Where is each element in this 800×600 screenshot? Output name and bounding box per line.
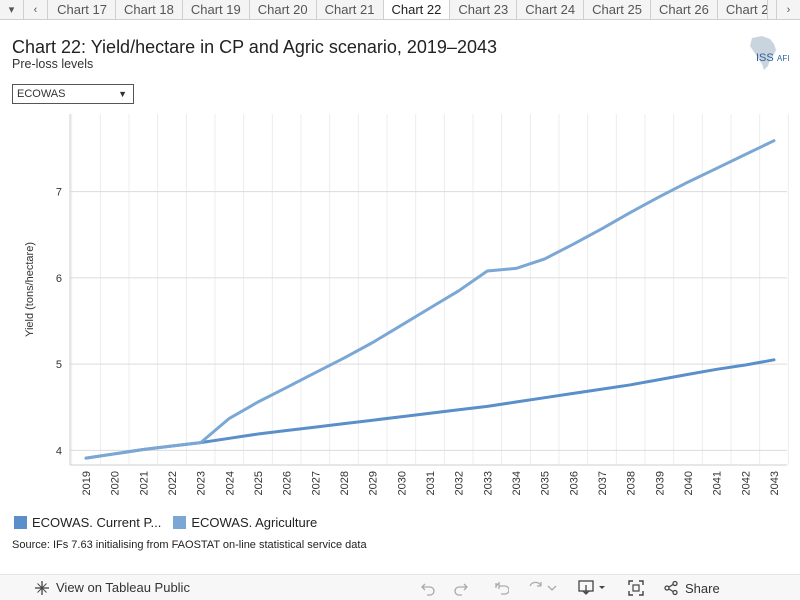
x-tick-label: 2038	[626, 471, 638, 495]
dropdown-caret-icon: ▼	[118, 89, 127, 99]
tab-menu-button[interactable]: ▾	[0, 0, 24, 19]
tab-chart-24[interactable]: Chart 24	[517, 0, 585, 19]
fullscreen-icon	[628, 580, 644, 596]
x-tick-label: 2025	[253, 471, 265, 495]
share-icon	[664, 580, 678, 596]
redo-button[interactable]	[441, 575, 481, 600]
tab-chart-23[interactable]: Chart 23	[450, 0, 518, 19]
region-filter-dropdown[interactable]: ECOWAS ▼	[12, 84, 134, 104]
tab-chart-20[interactable]: Chart 20	[250, 0, 317, 19]
series-line-agriculture	[84, 139, 776, 460]
x-tick-label: 2027	[310, 471, 322, 495]
tab-chart-21[interactable]: Chart 21	[317, 0, 384, 19]
africa-map-icon: ISS AFI	[750, 36, 789, 70]
x-tick-label: 2028	[339, 471, 351, 495]
source-note: Source: IFs 7.63 initialising from FAOST…	[12, 539, 367, 551]
y-tick-label: 4	[56, 445, 62, 457]
view-on-tableau-public-label: View on Tableau Public	[56, 580, 190, 595]
logo-text-2: AFI	[777, 54, 789, 63]
toolbar-actions: Share	[415, 575, 720, 600]
region-filter-value: ECOWAS	[17, 88, 66, 100]
tab-chart-22[interactable]: Chart 22	[383, 0, 451, 19]
chevron-left-icon: ‹	[33, 3, 38, 16]
fullscreen-button[interactable]	[621, 575, 651, 600]
tab-chart-18[interactable]: Chart 18	[116, 0, 183, 19]
y-axis-title: Yield (tons/hectare)	[24, 242, 36, 337]
chart-subtitle: Pre-loss levels	[12, 57, 94, 71]
tab-chart-19[interactable]: Chart 19	[183, 0, 250, 19]
tab-chart-26[interactable]: Chart 26	[651, 0, 718, 19]
x-tick-label: 2031	[425, 471, 437, 495]
x-tick-label: 2024	[224, 471, 236, 495]
x-tick-label: 2034	[511, 471, 523, 495]
x-tick-label: 2040	[683, 471, 695, 495]
x-tick-label: 2029	[368, 471, 380, 495]
x-tick-label: 2042	[740, 471, 752, 495]
x-tick-label: 2033	[482, 471, 494, 495]
revert-icon	[495, 581, 509, 595]
tableau-toolbar: View on Tableau Public Share	[0, 574, 800, 600]
tab-chart-25[interactable]: Chart 25	[584, 0, 651, 19]
x-tick-label: 2035	[540, 471, 552, 495]
x-tick-label: 2041	[712, 471, 724, 495]
tab-list: Chart 17 Chart 18 Chart 19 Chart 20 Chart 21…	[48, 0, 776, 19]
x-tick-label: 2037	[597, 471, 609, 495]
tableau-logo-icon	[35, 580, 49, 595]
iss-logo: ISS AFI	[740, 34, 790, 74]
tab-chart-17[interactable]: Chart 17	[48, 0, 116, 19]
y-tick-label: 6	[56, 273, 62, 285]
x-tick-label: 2021	[138, 471, 150, 495]
view-on-tableau-public-link[interactable]: View on Tableau Public	[0, 580, 190, 596]
x-tick-label: 2030	[396, 471, 408, 495]
yield-line-chart: 4 5 6 7 2019 2020 2021 2022 2023 2024 2025 2026 2027…	[24, 114, 789, 495]
pause-updates-button[interactable]	[521, 575, 565, 600]
chevron-down-icon: ▾	[8, 4, 15, 16]
download-button[interactable]	[565, 575, 621, 600]
legend-swatch-current-path	[14, 516, 27, 529]
chart-legend: ECOWAS. Current P... ECOWAS. Agriculture	[14, 515, 317, 530]
x-tick-label: 2036	[568, 471, 580, 495]
refresh-icon	[529, 581, 557, 591]
share-button[interactable]: Share	[651, 575, 720, 600]
logo-text: ISS	[756, 52, 774, 64]
x-tick-label: 2043	[769, 471, 781, 495]
chevron-right-icon: ›	[786, 3, 791, 16]
x-tick-label: 2020	[110, 471, 122, 495]
revert-button[interactable]	[481, 575, 521, 600]
download-icon	[578, 580, 605, 595]
x-tick-label: 2026	[282, 471, 294, 495]
tab-scroll-right-button[interactable]: ›	[776, 0, 800, 19]
legend-item-agriculture[interactable]: ECOWAS. Agriculture	[173, 515, 317, 530]
undo-button[interactable]	[415, 575, 441, 600]
chart-title: Chart 22: Yield/hectare in CP and Agric …	[12, 37, 497, 57]
x-tick-label: 2023	[196, 471, 208, 495]
x-tick-label: 2022	[167, 471, 179, 495]
tab-chart-27[interactable]: Chart 27	[718, 0, 768, 19]
legend-item-current-path[interactable]: ECOWAS. Current P...	[14, 515, 161, 530]
legend-label-agriculture: ECOWAS. Agriculture	[191, 515, 318, 530]
undo-icon	[421, 583, 435, 596]
x-tick-label: 2039	[654, 471, 666, 495]
legend-label-current-path: ECOWAS. Current P...	[32, 515, 162, 530]
x-tick-label: 2019	[81, 471, 93, 495]
share-label: Share	[685, 580, 720, 596]
x-tick-label: 2032	[454, 471, 466, 495]
y-tick-label: 5	[56, 359, 62, 371]
y-tick-label: 7	[56, 187, 62, 199]
legend-swatch-agriculture	[173, 516, 187, 529]
tab-strip: ▾ ‹ Chart 17 Chart 18 Chart 19 Chart 20 Char…	[0, 0, 800, 20]
redo-icon	[454, 583, 468, 596]
tab-scroll-left-button[interactable]: ‹	[24, 0, 48, 19]
